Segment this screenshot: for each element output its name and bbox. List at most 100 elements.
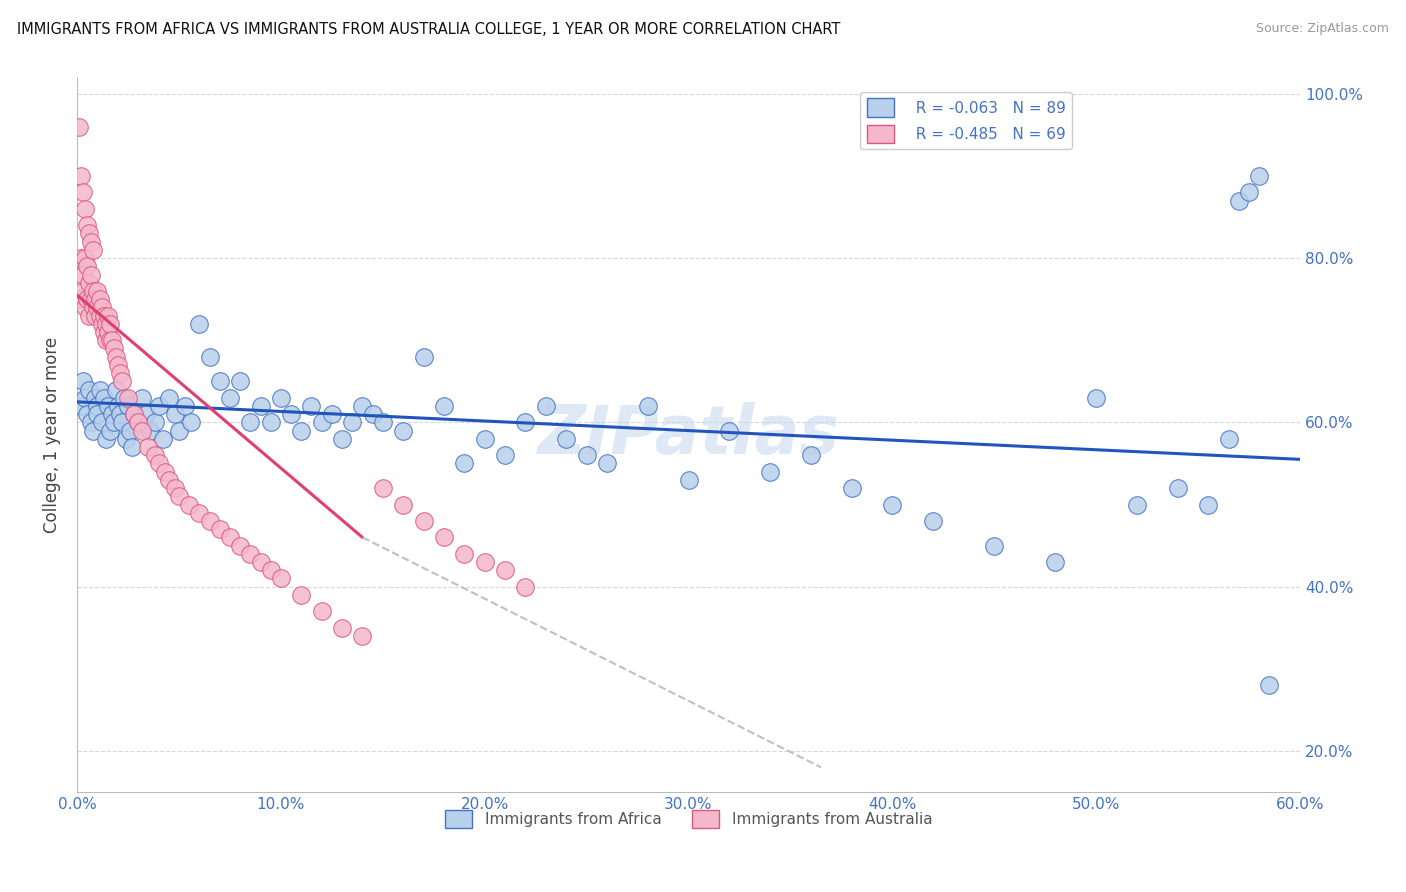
Point (163, 481, 186, 495)
Point (139, 424, 162, 438)
Point (180, 416, 202, 430)
Point (148, 399, 170, 413)
Point (290, 424, 312, 438)
Point (103, 342, 125, 356)
Point (117, 399, 139, 413)
Point (67, 120, 90, 134)
Point (433, 399, 456, 413)
Point (157, 391, 180, 405)
Point (93, 391, 115, 405)
Point (80, 235, 103, 249)
Point (179, 498, 201, 512)
Point (1085, 391, 1108, 405)
Point (111, 416, 134, 430)
Point (70, 169, 93, 183)
Point (108, 366, 131, 380)
Point (82, 284, 104, 298)
Point (1249, 169, 1271, 183)
Point (72, 186, 94, 200)
Point (135, 407, 157, 421)
Point (138, 440, 160, 454)
Point (86, 399, 108, 413)
Point (330, 432, 353, 446)
Point (515, 580, 537, 594)
Point (157, 473, 180, 487)
Point (678, 473, 700, 487)
Point (86, 284, 108, 298)
Point (1197, 498, 1219, 512)
Point (453, 457, 475, 471)
Point (112, 391, 135, 405)
Point (260, 416, 283, 430)
Point (474, 555, 496, 569)
Point (143, 448, 166, 462)
Point (76, 260, 98, 274)
Point (301, 399, 323, 413)
Point (249, 399, 271, 413)
Point (1218, 432, 1240, 446)
Point (229, 539, 252, 553)
Point (718, 424, 741, 438)
Point (153, 465, 176, 479)
Point (72, 284, 94, 298)
Point (97, 309, 120, 323)
Point (433, 530, 456, 544)
Point (127, 416, 149, 430)
Point (84, 292, 107, 306)
Point (90, 317, 112, 331)
Point (89, 292, 111, 306)
Point (219, 530, 242, 544)
Point (93, 325, 115, 339)
Point (1045, 555, 1067, 569)
Point (131, 391, 153, 405)
Point (1167, 481, 1189, 495)
Point (321, 407, 343, 421)
Point (1258, 678, 1281, 692)
Point (352, 399, 374, 413)
Point (70, 399, 93, 413)
Point (100, 407, 122, 421)
Point (392, 424, 415, 438)
Point (311, 604, 333, 618)
Point (198, 514, 221, 528)
Point (167, 489, 190, 503)
Point (70, 251, 93, 265)
Point (67, 292, 90, 306)
Point (72, 374, 94, 388)
Point (311, 416, 333, 430)
Text: Source: ZipAtlas.com: Source: ZipAtlas.com (1256, 22, 1389, 36)
Point (72, 268, 94, 282)
Point (1227, 194, 1250, 208)
Point (330, 621, 353, 635)
Point (104, 350, 127, 364)
Point (75, 251, 97, 265)
Point (115, 432, 138, 446)
Point (84, 309, 107, 323)
Point (229, 374, 252, 388)
Point (107, 399, 129, 413)
Point (841, 481, 863, 495)
Point (94, 317, 117, 331)
Point (249, 555, 271, 569)
Point (80, 268, 103, 282)
Point (86, 407, 108, 421)
Point (148, 457, 170, 471)
Point (79, 383, 101, 397)
Point (361, 407, 384, 421)
Point (93, 309, 115, 323)
Point (494, 448, 516, 462)
Point (79, 276, 101, 290)
Point (922, 514, 945, 528)
Point (239, 416, 262, 430)
Point (280, 407, 302, 421)
Point (107, 358, 129, 372)
Point (152, 432, 174, 446)
Point (89, 383, 111, 397)
Point (167, 424, 190, 438)
Point (534, 399, 557, 413)
Point (108, 407, 131, 421)
Point (117, 391, 139, 405)
Point (76, 292, 98, 306)
Point (515, 416, 537, 430)
Point (983, 539, 1005, 553)
